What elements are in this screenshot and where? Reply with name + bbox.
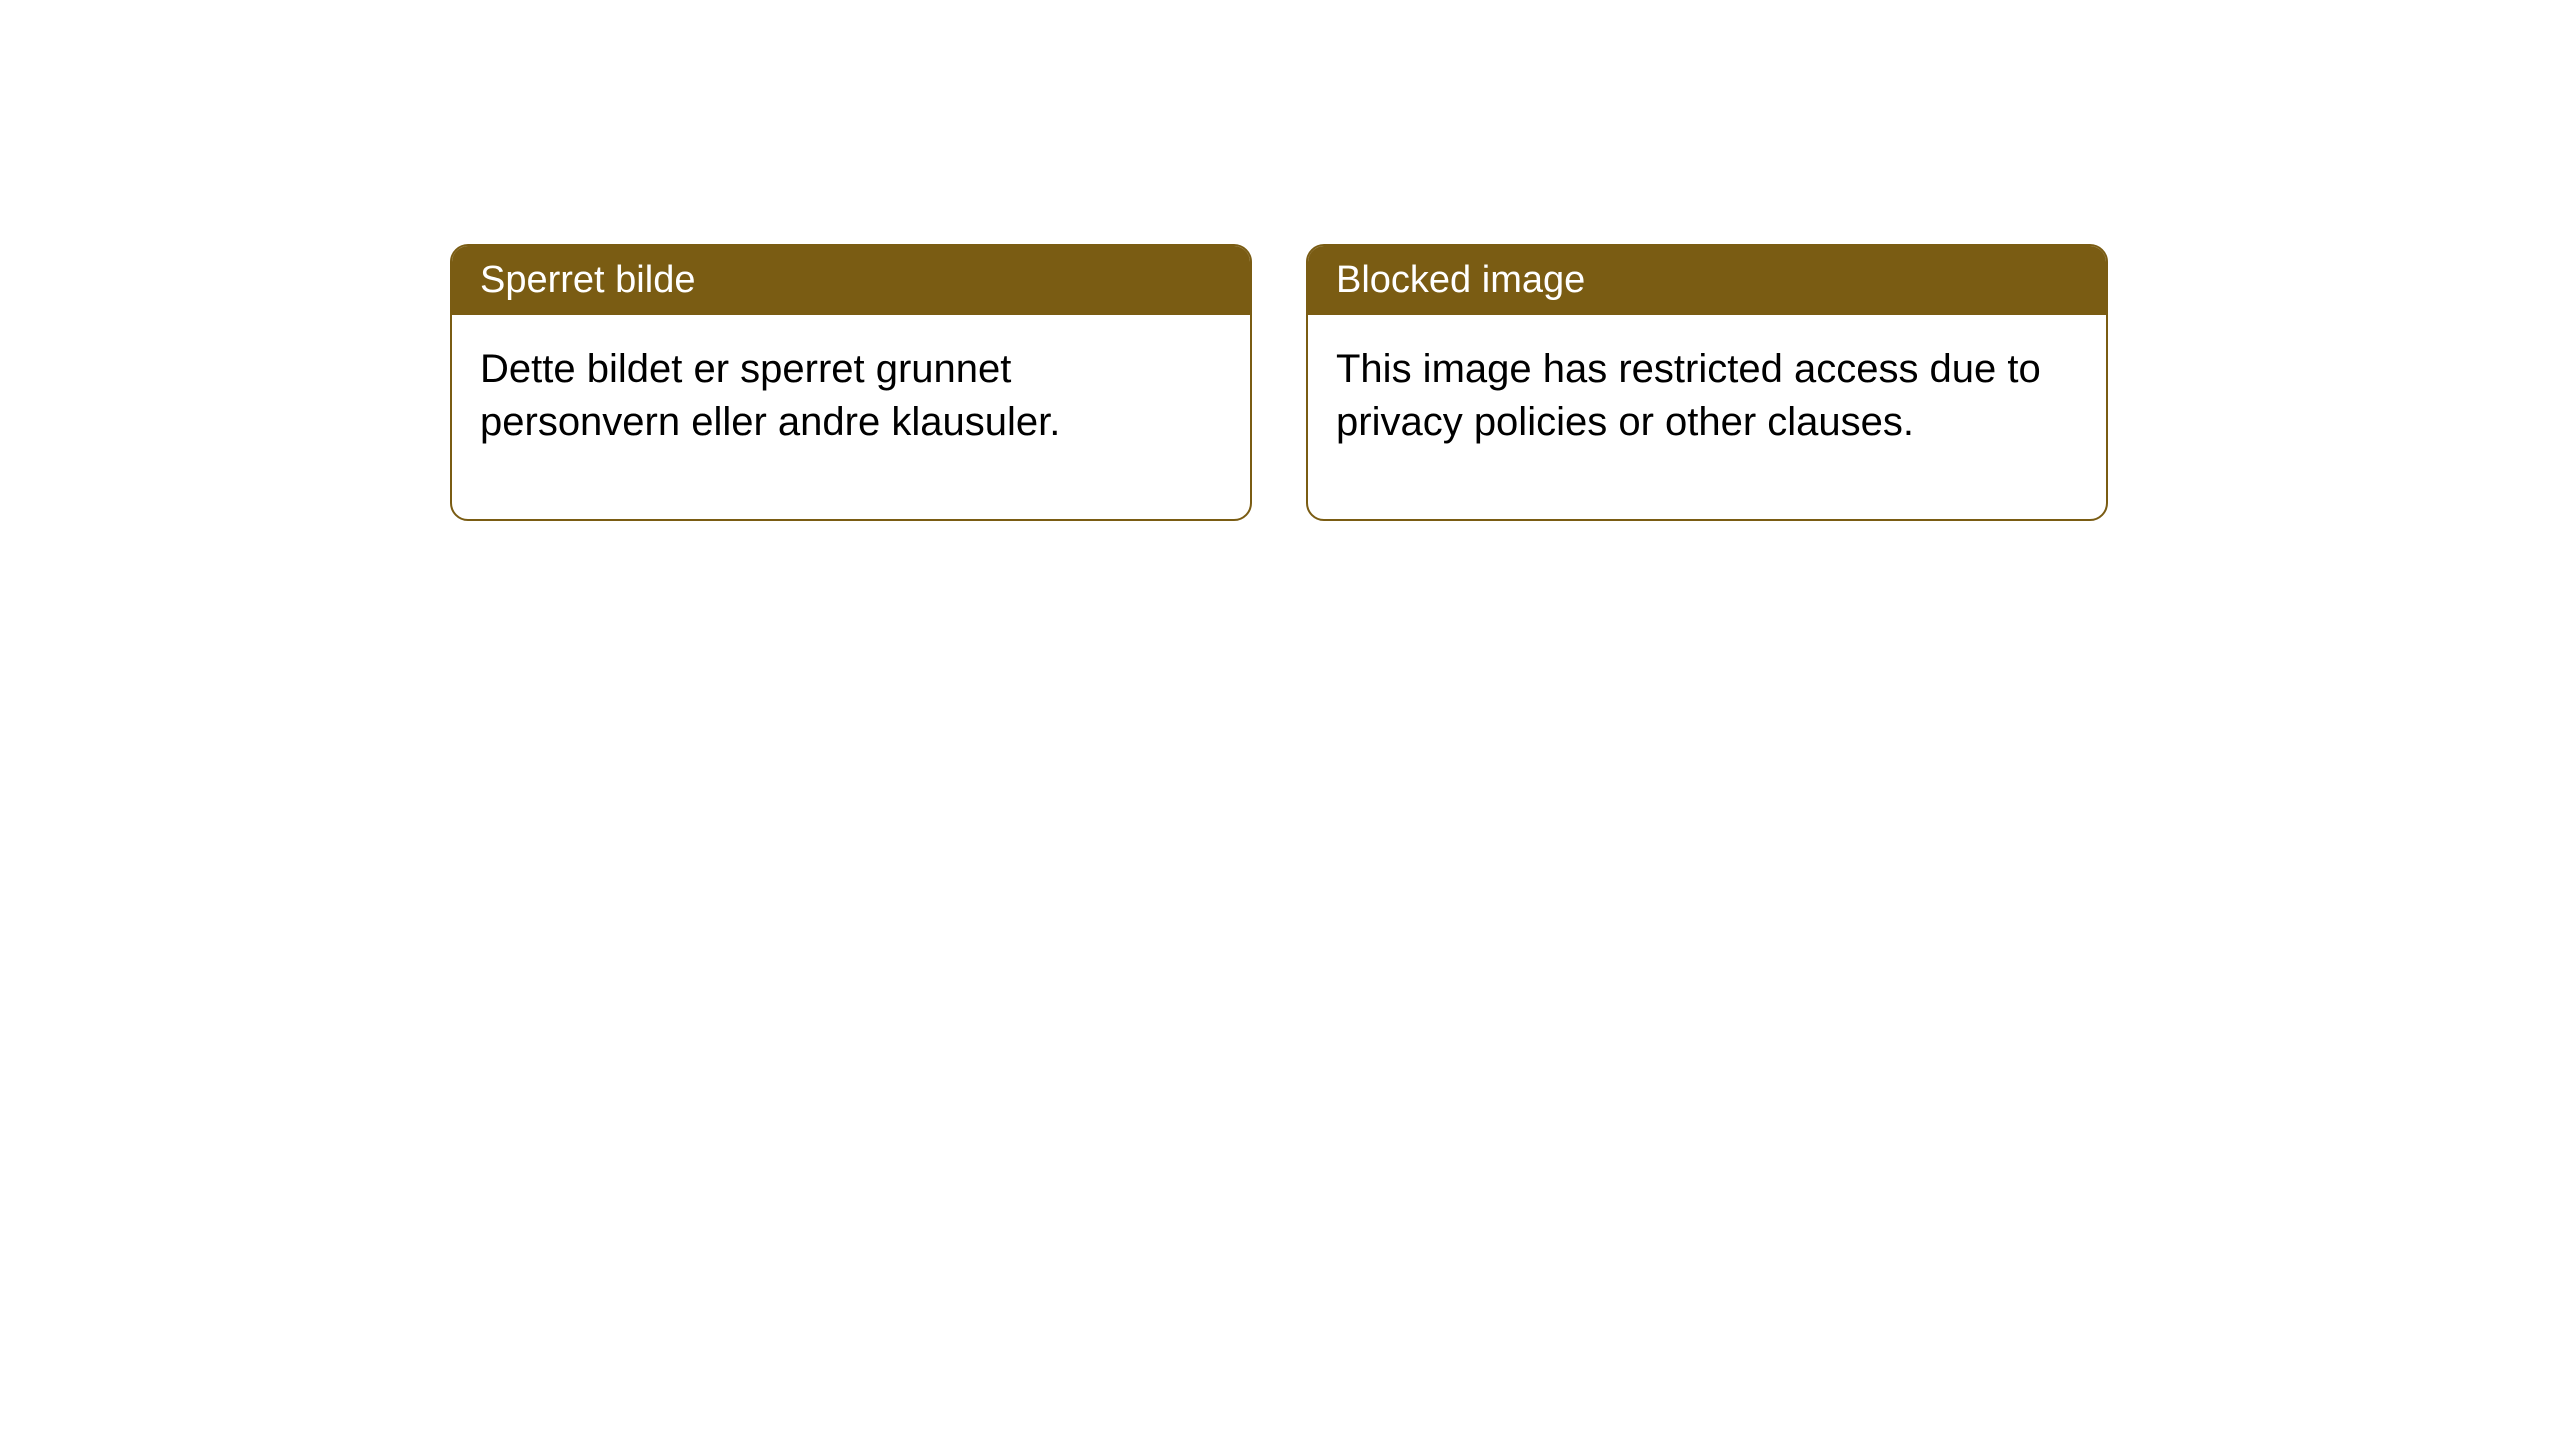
notice-card-english: Blocked image This image has restricted … [1306,244,2108,521]
notice-title-norwegian: Sperret bilde [452,246,1250,315]
notice-title-english: Blocked image [1308,246,2106,315]
notice-card-norwegian: Sperret bilde Dette bildet er sperret gr… [450,244,1252,521]
notice-body-english: This image has restricted access due to … [1308,315,2106,519]
notice-body-norwegian: Dette bildet er sperret grunnet personve… [452,315,1250,519]
notice-container: Sperret bilde Dette bildet er sperret gr… [450,244,2108,521]
